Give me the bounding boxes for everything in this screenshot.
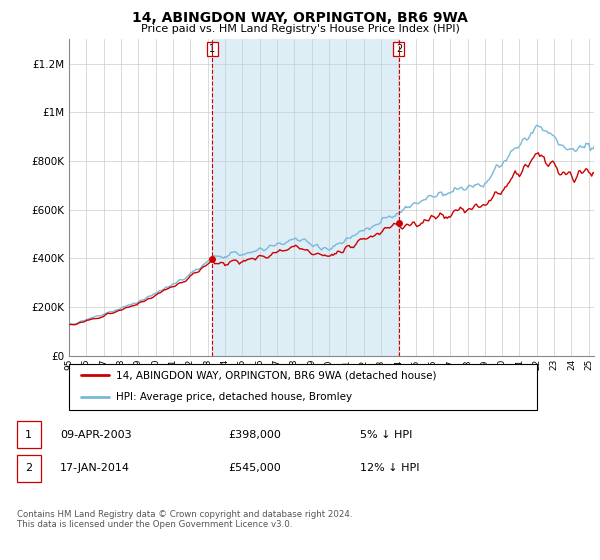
- Text: £545,000: £545,000: [228, 463, 281, 473]
- Bar: [212, 39, 399, 356]
- Text: 2: 2: [396, 44, 402, 54]
- Text: 09-APR-2003: 09-APR-2003: [60, 430, 131, 440]
- Text: 17-JAN-2014: 17-JAN-2014: [60, 463, 130, 473]
- Text: 1: 1: [209, 44, 215, 54]
- Text: Contains HM Land Registry data © Crown copyright and database right 2024.
This d: Contains HM Land Registry data © Crown c…: [17, 510, 352, 529]
- Text: 12% ↓ HPI: 12% ↓ HPI: [360, 463, 419, 473]
- Text: 2: 2: [25, 463, 32, 473]
- Text: 14, ABINGDON WAY, ORPINGTON, BR6 9WA: 14, ABINGDON WAY, ORPINGTON, BR6 9WA: [132, 11, 468, 25]
- Text: HPI: Average price, detached house, Bromley: HPI: Average price, detached house, Brom…: [116, 392, 352, 402]
- Text: 14, ABINGDON WAY, ORPINGTON, BR6 9WA (detached house): 14, ABINGDON WAY, ORPINGTON, BR6 9WA (de…: [116, 371, 436, 380]
- Text: £398,000: £398,000: [228, 430, 281, 440]
- Text: Price paid vs. HM Land Registry's House Price Index (HPI): Price paid vs. HM Land Registry's House …: [140, 24, 460, 34]
- FancyBboxPatch shape: [69, 364, 537, 410]
- Text: 5% ↓ HPI: 5% ↓ HPI: [360, 430, 412, 440]
- Text: 1: 1: [25, 430, 32, 440]
